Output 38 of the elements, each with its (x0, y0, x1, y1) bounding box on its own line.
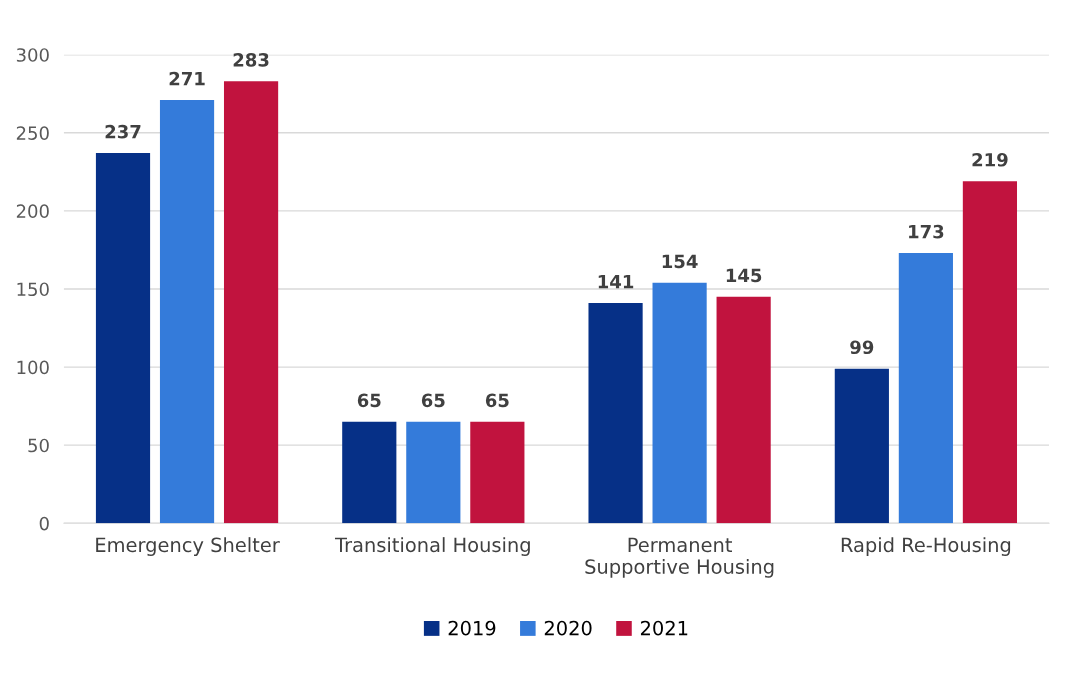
data-label: 141 (598, 275, 634, 289)
y-tick-label: 250 (16, 126, 49, 140)
bar (342, 421, 397, 524)
data-label: 219 (972, 152, 1008, 167)
y-tick-label: 300 (16, 48, 49, 62)
bar (406, 421, 461, 524)
data-label: 65 (485, 393, 509, 408)
data-label: 99 (850, 340, 874, 355)
bar (716, 296, 771, 524)
data-label: 65 (421, 393, 445, 408)
bar (223, 81, 279, 524)
bar (898, 253, 953, 524)
legend-label: 2021 (640, 620, 688, 636)
bar (834, 368, 889, 524)
y-tick-label: 0 (39, 516, 49, 531)
bar (652, 282, 707, 524)
legend-label: 2020 (544, 620, 592, 636)
bar (95, 153, 151, 524)
data-label: 271 (169, 71, 205, 86)
y-tick-label: 100 (17, 360, 49, 375)
bar (470, 421, 525, 524)
y-tick-label: 150 (17, 282, 49, 297)
data-label: 237 (105, 124, 141, 139)
x-tick-label: Emergency Shelter (96, 537, 280, 556)
x-tick-label: Permanent Supportive Housing (585, 537, 774, 578)
data-label: 173 (909, 224, 944, 239)
x-tick-label: Transitional Housing (334, 537, 530, 556)
bar (159, 100, 215, 524)
data-label: 283 (233, 53, 269, 67)
data-label: 154 (662, 254, 698, 269)
bar (962, 181, 1018, 524)
y-tick-label: 200 (16, 204, 49, 219)
bar (588, 303, 643, 524)
legend-label: 2019 (448, 620, 496, 636)
y-tick-label: 50 (28, 438, 49, 453)
data-label: 65 (357, 393, 381, 408)
data-label: 145 (726, 268, 762, 283)
x-tick-label: Rapid Re-Housing (841, 537, 1011, 556)
